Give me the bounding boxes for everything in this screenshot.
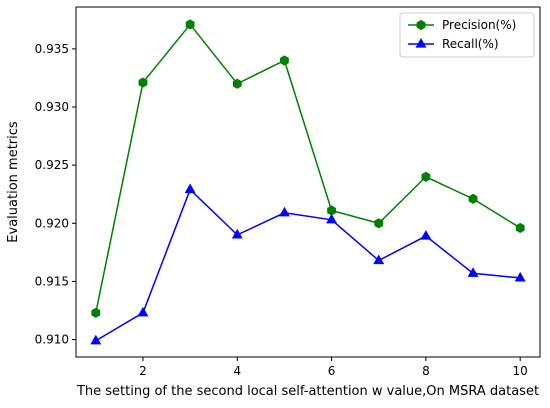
y-tick-label: 0.915 — [35, 274, 69, 288]
x-tick-label: 10 — [513, 364, 528, 378]
series-layer — [90, 19, 526, 345]
data-point — [278, 206, 290, 217]
legend-label: Recall(%) — [442, 37, 499, 51]
y-tick-label: 0.935 — [35, 42, 69, 56]
x-tick-label: 8 — [422, 364, 430, 378]
data-point — [373, 254, 385, 265]
y-tick-label: 0.910 — [35, 333, 69, 347]
series-line — [95, 188, 521, 342]
x-axis-label: The setting of the second local self-att… — [76, 384, 539, 399]
series-recall — [90, 183, 526, 345]
data-point — [514, 271, 526, 282]
series-line — [95, 23, 521, 313]
x-tick-label: 6 — [328, 364, 336, 378]
axis-ticks: 2 4 6 8 10 0.910 0.915 0.920 0.925 0.930 0.935 — [35, 42, 528, 378]
data-point — [468, 193, 478, 204]
data-point — [232, 78, 242, 89]
data-point — [327, 205, 336, 216]
data-point — [137, 306, 149, 317]
plot-area — [75, 6, 541, 358]
data-point — [515, 222, 525, 234]
data-point — [184, 183, 196, 194]
legend-box — [399, 12, 535, 58]
data-point — [280, 55, 289, 66]
x-tick-label: 2 — [139, 364, 147, 378]
series-precision — [91, 19, 525, 318]
data-point — [91, 307, 101, 318]
x-tick-label: 4 — [233, 364, 241, 378]
data-point — [420, 230, 432, 240]
legend-label: Precision(%) — [442, 18, 516, 32]
legend-marker — [416, 19, 426, 31]
data-point — [231, 228, 243, 239]
plot-background — [75, 6, 541, 358]
data-point — [374, 218, 384, 229]
data-point — [90, 334, 102, 345]
y-tick-label: 0.925 — [35, 158, 69, 172]
data-point — [185, 19, 195, 30]
data-point — [326, 213, 338, 224]
legend: Precision(%) Recall(%) — [399, 12, 535, 58]
legend-marker — [415, 37, 427, 48]
y-tick-label: 0.930 — [35, 100, 69, 114]
y-axis-label: Evaluation metrics — [6, 121, 21, 243]
data-point — [467, 267, 479, 277]
data-point — [138, 77, 148, 88]
data-point — [421, 171, 431, 182]
y-tick-label: 0.920 — [35, 216, 69, 230]
